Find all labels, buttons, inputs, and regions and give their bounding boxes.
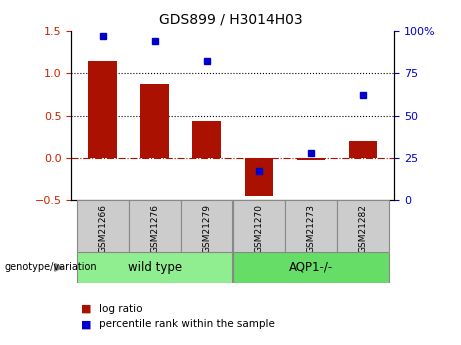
Bar — [77, 200, 129, 252]
Bar — [337, 200, 389, 252]
Bar — [181, 200, 233, 252]
Bar — [89, 61, 117, 158]
Text: ■: ■ — [81, 319, 91, 329]
Bar — [233, 200, 285, 252]
Text: ■: ■ — [81, 304, 91, 314]
Bar — [285, 200, 337, 252]
Bar — [193, 121, 221, 158]
Text: GSM21270: GSM21270 — [254, 204, 263, 253]
Text: GDS899 / H3014H03: GDS899 / H3014H03 — [159, 12, 302, 26]
Text: GSM21266: GSM21266 — [98, 204, 107, 253]
Text: log ratio: log ratio — [99, 304, 142, 314]
Text: AQP1-/-: AQP1-/- — [289, 261, 333, 274]
Bar — [296, 158, 325, 160]
Text: GSM21276: GSM21276 — [150, 204, 159, 253]
Bar — [349, 141, 377, 158]
Bar — [77, 252, 233, 283]
Text: GSM21273: GSM21273 — [307, 204, 315, 253]
Bar — [141, 84, 169, 158]
Bar — [129, 200, 181, 252]
Text: GSM21282: GSM21282 — [358, 204, 367, 253]
Bar — [244, 158, 273, 196]
Bar — [233, 252, 389, 283]
Text: GSM21279: GSM21279 — [202, 204, 211, 253]
Text: percentile rank within the sample: percentile rank within the sample — [99, 319, 275, 329]
Text: genotype/variation: genotype/variation — [5, 263, 97, 272]
Text: wild type: wild type — [128, 261, 182, 274]
